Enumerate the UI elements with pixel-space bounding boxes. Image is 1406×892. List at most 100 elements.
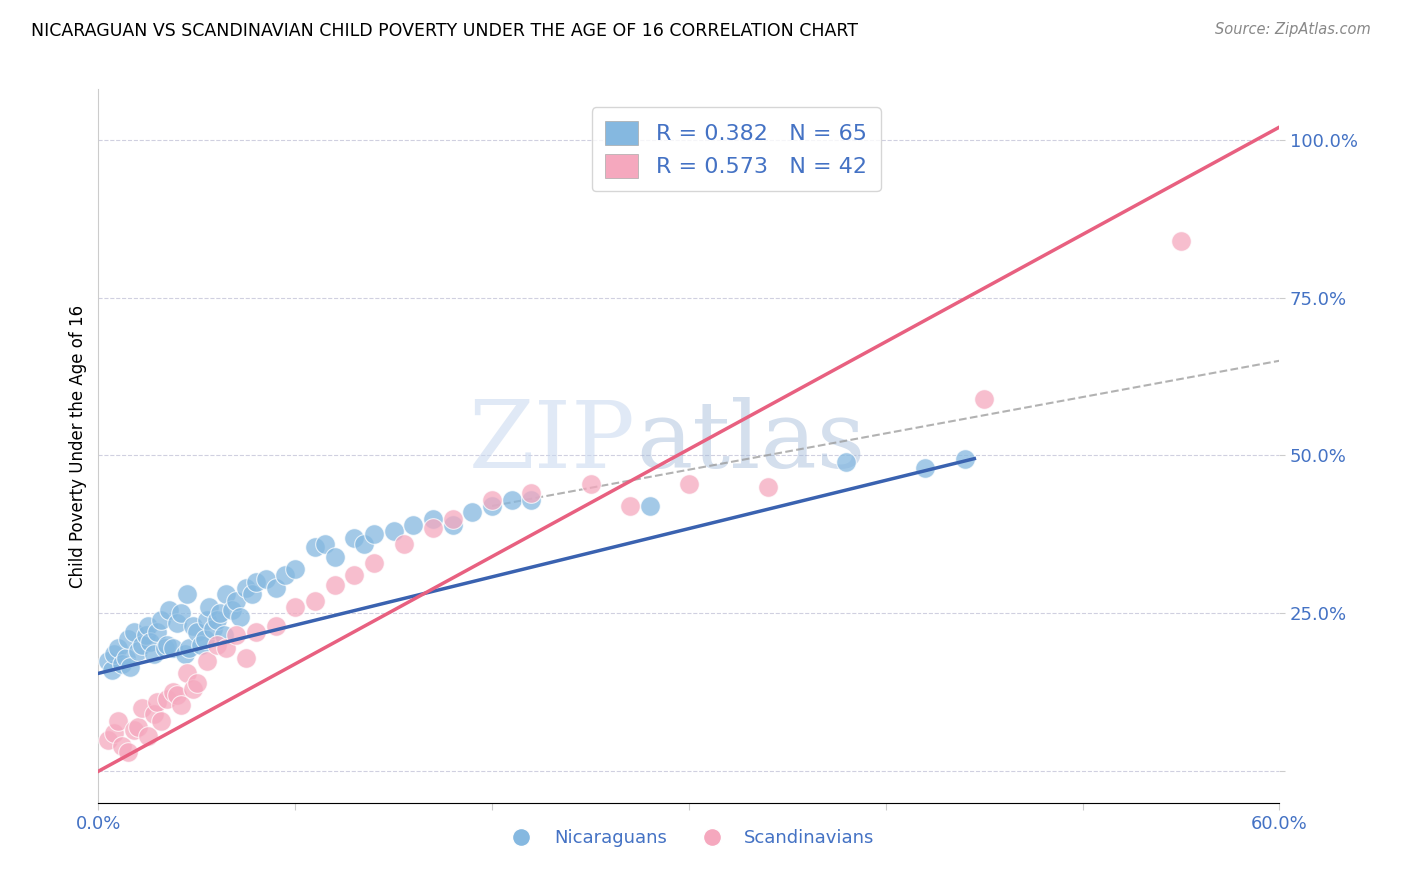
Point	[214, 628, 236, 642]
Point	[155, 641, 177, 656]
Point	[177, 641, 200, 656]
Text: atlas: atlas	[636, 398, 865, 487]
Point	[221, 603, 243, 617]
Point	[382, 524, 405, 539]
Point	[186, 625, 208, 640]
Point	[314, 537, 336, 551]
Point	[115, 650, 138, 665]
Point	[195, 654, 218, 668]
Legend: Nicaraguans, Scandinavians: Nicaraguans, Scandinavians	[496, 822, 882, 855]
Point	[225, 628, 247, 642]
Point	[117, 632, 139, 646]
Point	[127, 720, 149, 734]
Point	[127, 644, 149, 658]
Point	[176, 587, 198, 601]
Text: Source: ZipAtlas.com: Source: ZipAtlas.com	[1215, 22, 1371, 37]
Point	[176, 666, 198, 681]
Point	[156, 691, 179, 706]
Point	[157, 603, 180, 617]
Point	[363, 527, 385, 541]
Point	[150, 714, 173, 728]
Point	[678, 476, 700, 491]
Point	[103, 648, 125, 662]
Point	[953, 451, 976, 466]
Point	[118, 660, 141, 674]
Point	[156, 638, 179, 652]
Point	[323, 549, 346, 564]
Point	[142, 648, 165, 662]
Point	[135, 628, 157, 642]
Point	[264, 619, 287, 633]
Point	[97, 654, 120, 668]
Point	[579, 476, 602, 491]
Point	[245, 574, 267, 589]
Point	[481, 499, 503, 513]
Point	[304, 593, 326, 607]
Point	[973, 392, 995, 406]
Point	[170, 698, 193, 712]
Point	[205, 613, 228, 627]
Point	[131, 638, 153, 652]
Point	[914, 461, 936, 475]
Point	[162, 685, 184, 699]
Point	[343, 531, 366, 545]
Point	[343, 568, 366, 582]
Point	[284, 562, 307, 576]
Point	[215, 641, 238, 656]
Point	[195, 613, 218, 627]
Point	[225, 593, 247, 607]
Point	[117, 745, 139, 759]
Point	[422, 521, 444, 535]
Point	[166, 615, 188, 630]
Point	[142, 707, 165, 722]
Point	[756, 480, 779, 494]
Point	[304, 540, 326, 554]
Point	[254, 572, 277, 586]
Point	[363, 556, 385, 570]
Point	[103, 726, 125, 740]
Point	[461, 505, 484, 519]
Point	[181, 619, 204, 633]
Point	[197, 600, 219, 615]
Point	[264, 581, 287, 595]
Point	[441, 517, 464, 532]
Point	[181, 682, 204, 697]
Point	[245, 625, 267, 640]
Point	[111, 739, 134, 753]
Point	[441, 511, 464, 525]
Point	[194, 632, 217, 646]
Point	[150, 613, 173, 627]
Point	[240, 587, 263, 601]
Point	[229, 609, 252, 624]
Point	[205, 638, 228, 652]
Point	[481, 492, 503, 507]
Point	[146, 695, 169, 709]
Point	[122, 723, 145, 738]
Point	[215, 587, 238, 601]
Text: ZIP: ZIP	[470, 398, 636, 487]
Point	[520, 486, 543, 500]
Point	[501, 492, 523, 507]
Point	[235, 581, 257, 595]
Point	[170, 607, 193, 621]
Point	[638, 499, 661, 513]
Text: NICARAGUAN VS SCANDINAVIAN CHILD POVERTY UNDER THE AGE OF 16 CORRELATION CHART: NICARAGUAN VS SCANDINAVIAN CHILD POVERTY…	[31, 22, 858, 40]
Point	[107, 714, 129, 728]
Point	[97, 732, 120, 747]
Point	[835, 455, 858, 469]
Point	[186, 675, 208, 690]
Point	[174, 648, 197, 662]
Point	[146, 625, 169, 640]
Point	[138, 634, 160, 648]
Point	[422, 511, 444, 525]
Point	[136, 730, 159, 744]
Point	[353, 537, 375, 551]
Point	[107, 641, 129, 656]
Point	[111, 657, 134, 671]
Point	[284, 600, 307, 615]
Point	[201, 622, 224, 636]
Y-axis label: Child Poverty Under the Age of 16: Child Poverty Under the Age of 16	[69, 304, 87, 588]
Point	[235, 650, 257, 665]
Point	[101, 663, 124, 677]
Point	[190, 638, 212, 652]
